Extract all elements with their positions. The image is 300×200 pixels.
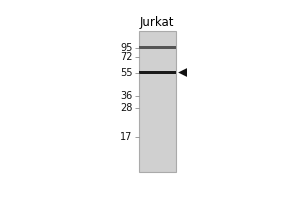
Bar (139, 31, 176, 172)
Text: 72: 72 (120, 52, 133, 62)
Text: 17: 17 (120, 132, 133, 142)
Polygon shape (178, 68, 187, 77)
Text: 95: 95 (120, 43, 133, 53)
Text: 36: 36 (121, 91, 133, 101)
Bar (139, 71, 176, 74)
Text: 28: 28 (120, 103, 133, 113)
Bar (139, 46, 176, 49)
Text: 55: 55 (120, 68, 133, 78)
Text: Jurkat: Jurkat (140, 16, 175, 29)
